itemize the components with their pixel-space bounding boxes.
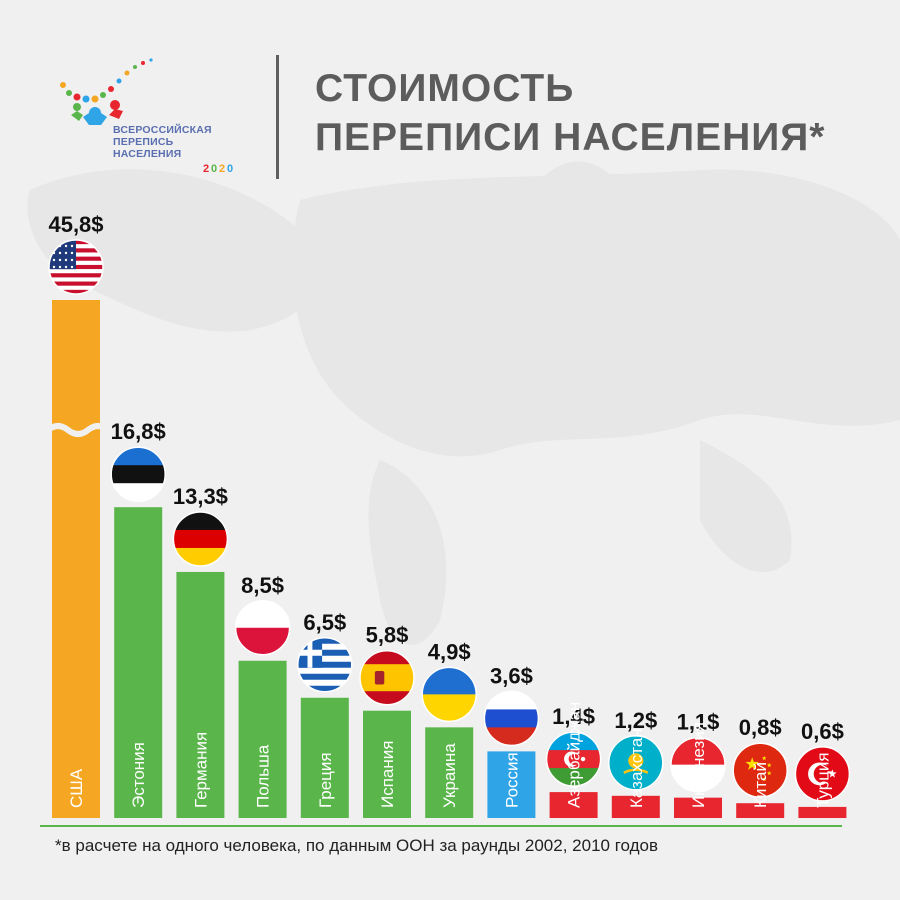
bar [114,507,163,818]
logo-text-line1: ВСЕРОССИЙСКАЯ [113,124,212,136]
russia-flag-icon [483,690,540,747]
logo-year-mark: 2 0 2 0 [203,163,233,175]
bar-group-1: 16,8$ Эстония [110,419,166,818]
category-label: Греция [316,752,335,808]
category-label: Россия [502,752,521,808]
bar-group-6: 4,9$ Украина [421,639,477,818]
bar-group-11: 0,8$ Китай [732,715,788,818]
azerbaijan-flag-icon [545,731,602,787]
census-people-icon [60,58,153,125]
category-label: Индонезия [689,722,708,808]
category-label: Испания [378,741,397,808]
bar-group-7: 3,6$ Россия [483,663,540,818]
census-logo: ВСЕРОССИЙСКАЯ ПЕРЕПИСЬ НАСЕЛЕНИЯ 2 0 2 0 [55,55,235,180]
usa-flag-icon [48,239,104,295]
category-label: Китай [751,762,770,808]
value-label: 3,6$ [490,663,533,688]
china-flag-icon [732,742,788,798]
bar [176,571,225,818]
page-title-line1: СТОИМОСТЬ [315,67,575,110]
greece-flag-icon [297,637,353,693]
value-label: 0,6$ [801,719,844,744]
bar [674,797,722,818]
header-divider [276,55,279,179]
germany-flag-icon [172,511,229,567]
svg-text:2: 2 [219,163,225,175]
logo-text-line2: ПЕРЕПИСЬ [113,136,174,148]
bar [425,727,474,818]
bar-group-12: 0,6$ Турция [794,719,851,818]
spain-flag-icon [359,649,415,706]
value-label: 16,8$ [111,419,166,444]
value-label: 8,5$ [241,573,284,598]
bar-group-2: 13,3$ Германия [172,484,229,818]
bar [52,300,100,818]
category-label: Эстония [129,742,148,808]
ukraine-flag-icon [421,666,477,723]
svg-text:0: 0 [227,163,233,175]
bar-group-5: 5,8$ Испания [359,623,415,818]
value-label: 45,8$ [48,212,103,237]
value-label: 0,8$ [739,715,782,740]
value-label: 6,5$ [303,610,346,635]
poland-flag-icon [234,600,291,656]
bar [549,792,598,818]
page-title-line2: ПЕРЕПИСИ НАСЕЛЕНИЯ* [315,116,826,159]
value-label: 13,3$ [173,484,228,509]
value-label: 1,2$ [614,708,657,733]
category-label: США [67,768,86,808]
bar-group-3: 8,5$ Польша [234,573,291,818]
category-label: Казахстан [627,728,646,808]
svg-text:0: 0 [211,163,217,175]
bar-group-10: 1,1$Индонезия [670,710,726,818]
bar-group-8: 1,4$Азербайджан [545,702,602,818]
turkey-flag-icon [794,746,851,802]
category-label: Азербайджан [565,702,584,808]
kazakhstan-flag-icon [608,735,664,791]
category-label: Германия [191,732,210,808]
bar-group-0: 45,8$ США [46,212,110,818]
value-label: 4,9$ [428,639,471,664]
category-label: Украина [440,743,459,808]
logo-text-line3: НАСЕЛЕНИЯ [113,148,182,160]
bar [363,710,411,818]
value-label: 1,4$ [552,704,595,729]
bar [736,803,785,818]
axis-break-mark [46,423,110,437]
estonia-flag-icon [110,446,166,502]
category-label: Турция [813,752,832,808]
bar-group-4: 6,5$ Греция [297,610,353,818]
bar [238,660,287,818]
svg-text:2: 2 [203,163,209,175]
bar [487,751,536,818]
bar [611,795,660,818]
value-label: 1,1$ [677,710,720,735]
footnote: *в расчете на одного человека, по данным… [55,836,659,855]
bar [798,806,847,818]
value-label: 5,8$ [366,623,409,648]
bar-group-9: 1,2$Казахстан [608,708,664,818]
bar [300,697,349,818]
category-label: Польша [254,744,273,808]
